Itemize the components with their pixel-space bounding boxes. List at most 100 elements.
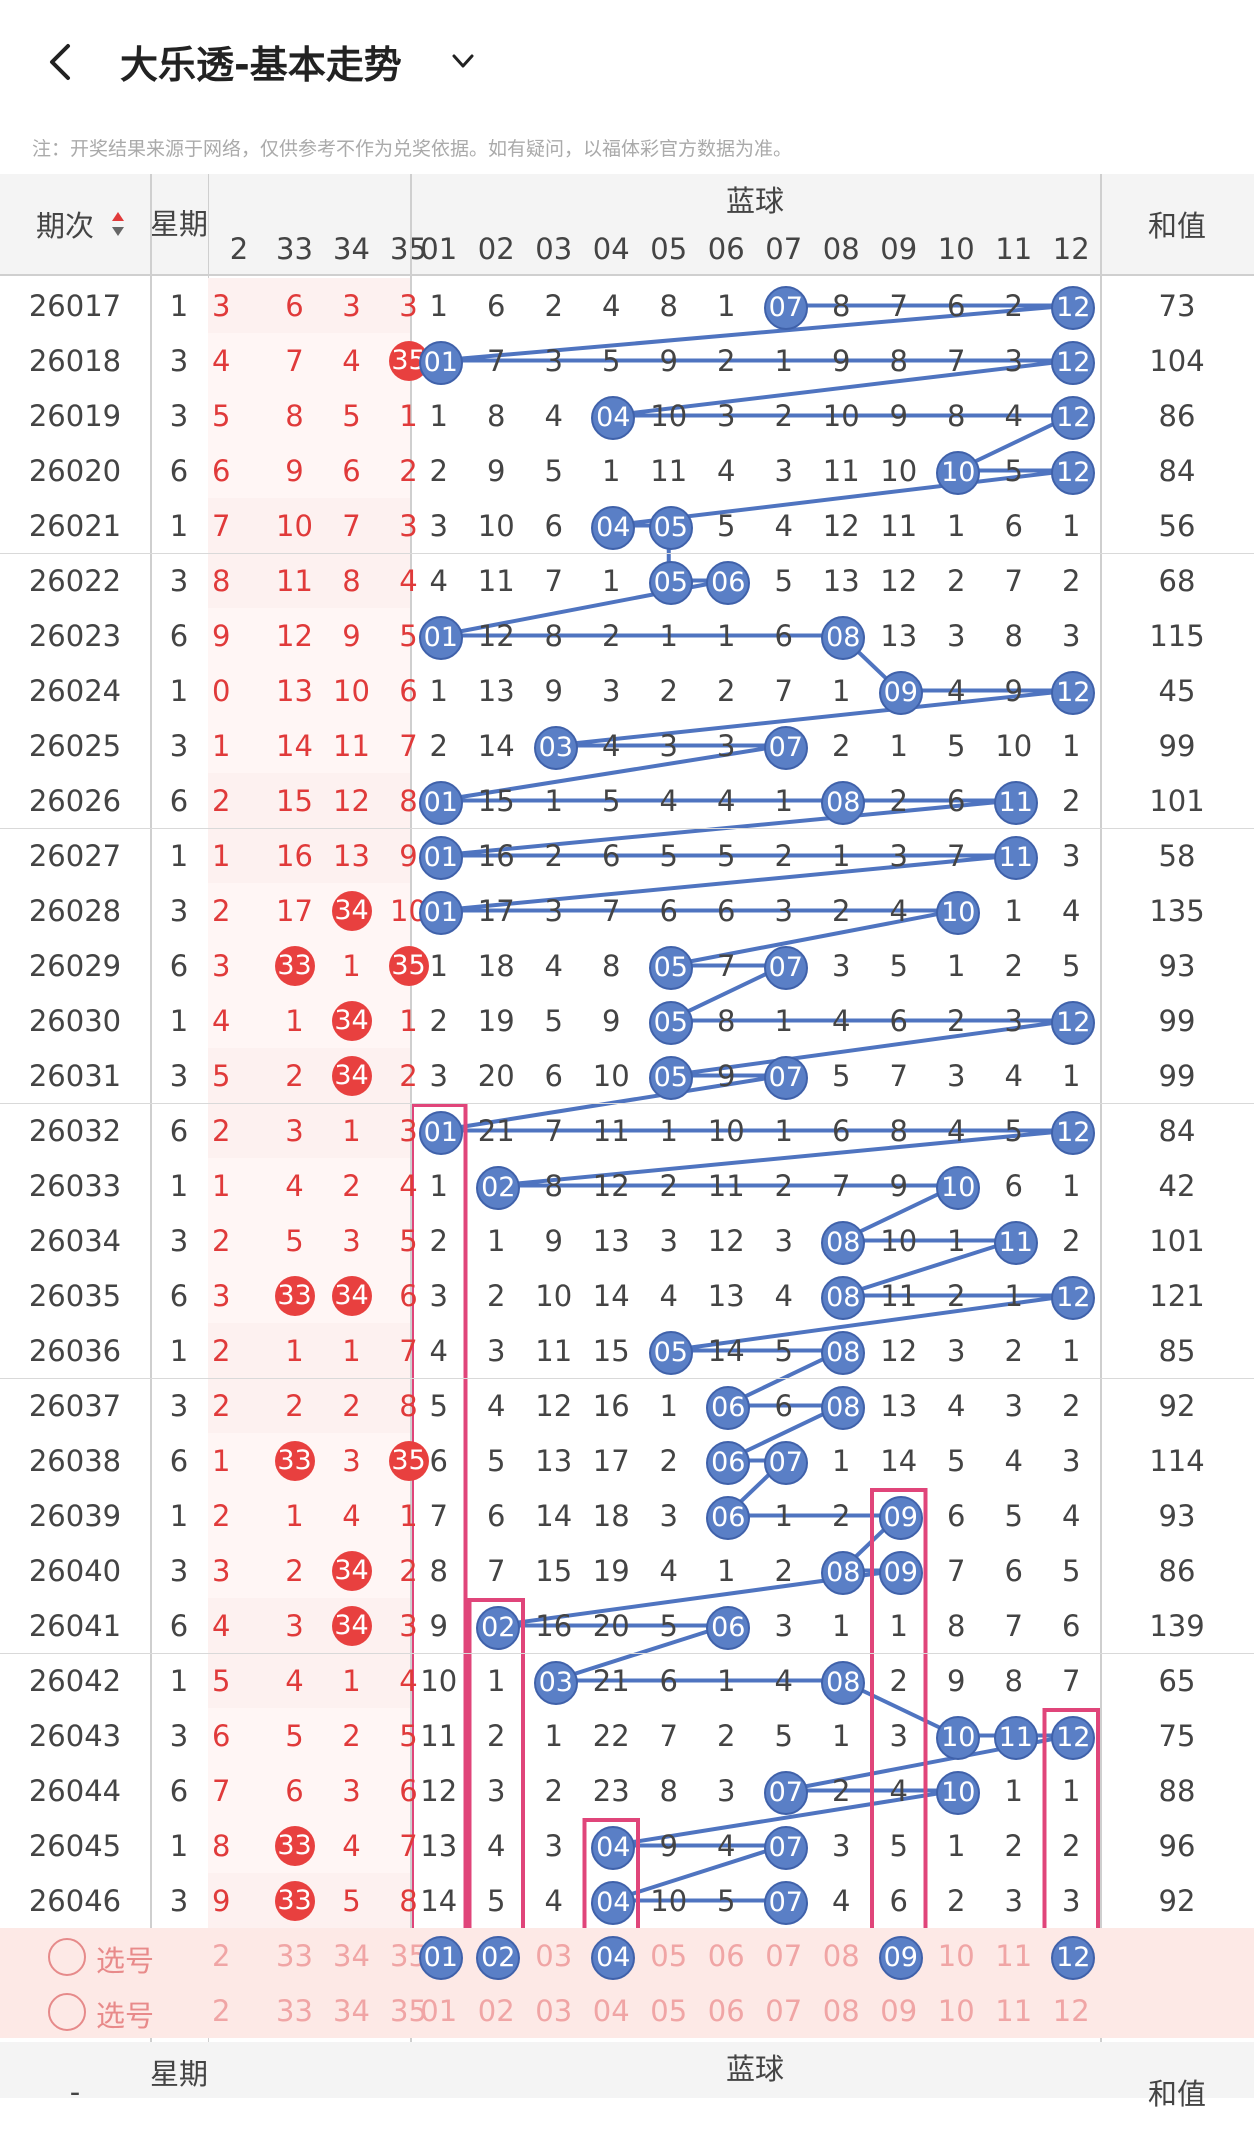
pick-radio[interactable] <box>48 1993 86 2031</box>
pick-blue-option[interactable]: 08 <box>822 1938 860 1973</box>
red-miss-cell: 4 <box>212 343 231 378</box>
column-divider <box>1100 174 1102 2044</box>
bottom-period-header: - <box>69 2075 81 2109</box>
blue-miss-cell: 4 <box>947 1113 966 1148</box>
blue-ball: 12 <box>1051 1110 1096 1155</box>
blue-miss-cell: 1 <box>774 1113 793 1148</box>
pick-blue-option[interactable]: 08 <box>822 1993 860 2028</box>
blue-miss-cell: 14 <box>592 1278 630 1313</box>
pick-blue-ball-selected[interactable]: 01 <box>418 1935 463 1980</box>
red-miss-cell: 16 <box>276 838 313 873</box>
pick-blue-ball-selected[interactable]: 04 <box>591 1935 636 1980</box>
blue-miss-cell: 2 <box>544 838 563 873</box>
blue-miss-cell: 3 <box>889 1718 908 1753</box>
blue-miss-cell: 6 <box>717 893 736 928</box>
blue-miss-cell: 3 <box>1062 1883 1081 1918</box>
red-miss-cell: 4 <box>285 1663 304 1698</box>
blue-ball: 06 <box>706 1440 751 1485</box>
pick-blue-option[interactable]: 01 <box>420 1993 458 2028</box>
pick-blue-option[interactable]: 03 <box>535 1993 573 2028</box>
blue-miss-cell: 10 <box>707 1113 745 1148</box>
blue-miss-cell: 2 <box>429 453 448 488</box>
pick-blue-option[interactable]: 11 <box>995 1938 1033 1973</box>
red-miss-cell: 9 <box>212 1883 231 1918</box>
pick-red-option[interactable]: 33 <box>276 1938 313 1973</box>
blue-miss-cell: 12 <box>477 618 515 653</box>
pick-blue-option[interactable]: 02 <box>477 1993 515 2028</box>
blue-miss-cell: 4 <box>602 288 621 323</box>
blue-ball: 11 <box>993 835 1038 880</box>
pick-red-option[interactable]: 34 <box>333 1993 370 2028</box>
blue-miss-cell: 2 <box>659 673 678 708</box>
blue-miss-cell: 2 <box>487 1278 506 1313</box>
blue-miss-cell: 2 <box>947 563 966 598</box>
pick-blue-option[interactable]: 07 <box>765 1993 803 2028</box>
blue-miss-cell: 5 <box>717 838 736 873</box>
pick-red-option[interactable]: 2 <box>212 1938 231 1973</box>
blue-miss-cell: 3 <box>429 1058 448 1093</box>
blue-miss-cell: 2 <box>1062 783 1081 818</box>
red-miss-cell: 3 <box>399 288 418 323</box>
blue-miss-cell: 2 <box>832 728 851 763</box>
blue-miss-cell: 10 <box>592 1058 630 1093</box>
pick-blue-option[interactable]: 03 <box>535 1938 573 1973</box>
period-header[interactable]: 期次 <box>35 209 94 243</box>
pick-red-option[interactable]: 34 <box>333 1938 370 1973</box>
blue-miss-cell: 2 <box>1062 563 1081 598</box>
pick-label[interactable]: 选号 <box>96 1944 155 1978</box>
red-miss-cell: 2 <box>399 1058 418 1093</box>
pick-blue-option[interactable]: 12 <box>1052 1993 1090 2028</box>
pick-blue-option[interactable]: 04 <box>592 1993 630 2028</box>
blue-miss-cell: 3 <box>429 508 448 543</box>
sort-icon[interactable] <box>110 210 126 238</box>
blue-ball: 08 <box>821 1220 866 1265</box>
blue-miss-cell: 12 <box>535 1388 573 1423</box>
chevron-down-icon[interactable] <box>450 48 476 74</box>
blue-miss-cell: 3 <box>1062 618 1081 653</box>
pick-blue-option[interactable]: 10 <box>937 1993 975 2028</box>
page-title: 大乐透-基本走势 <box>120 43 402 87</box>
pick-radio[interactable] <box>48 1938 86 1976</box>
blue-miss-cell: 2 <box>1004 1333 1023 1368</box>
week-cell: 6 <box>169 453 189 488</box>
blue-miss-cell: 3 <box>1004 1003 1023 1038</box>
blue-miss-cell: 3 <box>602 673 621 708</box>
blue-ball: 06 <box>706 560 751 605</box>
pick-blue-option[interactable]: 11 <box>995 1993 1033 2028</box>
back-arrow-icon[interactable] <box>40 40 84 84</box>
table-header-bg <box>0 174 1254 274</box>
red-miss-cell: 2 <box>285 1058 304 1093</box>
pick-label[interactable]: 选号 <box>96 1999 155 2033</box>
pick-blue-option[interactable]: 10 <box>937 1938 975 1973</box>
blue-miss-cell: 14 <box>880 1443 918 1478</box>
pick-red-option[interactable]: 33 <box>276 1993 313 2028</box>
pick-blue-option[interactable]: 06 <box>707 1938 745 1973</box>
red-miss-cell: 9 <box>212 618 231 653</box>
period-cell: 26026 <box>28 783 122 818</box>
pick-blue-option[interactable]: 05 <box>650 1938 688 1973</box>
period-cell: 26044 <box>28 1773 122 1808</box>
period-cell: 26018 <box>28 343 122 378</box>
pick-blue-option[interactable]: 06 <box>707 1993 745 2028</box>
blue-miss-cell: 3 <box>774 1223 793 1258</box>
pick-blue-option[interactable]: 07 <box>765 1938 803 1973</box>
bottom-week-header: 星期 <box>150 2057 209 2091</box>
red-miss-cell: 7 <box>399 728 418 763</box>
pick-blue-option[interactable]: 09 <box>880 1993 918 2028</box>
pick-blue-ball-selected[interactable]: 09 <box>878 1935 923 1980</box>
blue-miss-cell: 3 <box>487 1773 506 1808</box>
red-columns-band <box>208 773 410 828</box>
red-miss-cell: 4 <box>285 1168 304 1203</box>
red-columns-band <box>208 1048 410 1103</box>
blue-miss-cell: 3 <box>717 1773 736 1808</box>
pick-blue-ball-selected[interactable]: 02 <box>476 1935 521 1980</box>
sum-cell: 115 <box>1149 618 1205 653</box>
sum-cell: 86 <box>1158 1553 1196 1588</box>
red-miss-cell: 1 <box>342 1333 361 1368</box>
period-cell: 26023 <box>28 618 122 653</box>
pick-blue-ball-selected[interactable]: 12 <box>1051 1935 1096 1980</box>
pick-blue-option[interactable]: 05 <box>650 1993 688 2028</box>
blue-miss-cell: 2 <box>1062 1223 1081 1258</box>
sum-cell: 104 <box>1149 343 1205 378</box>
pick-red-option[interactable]: 2 <box>212 1993 231 2028</box>
